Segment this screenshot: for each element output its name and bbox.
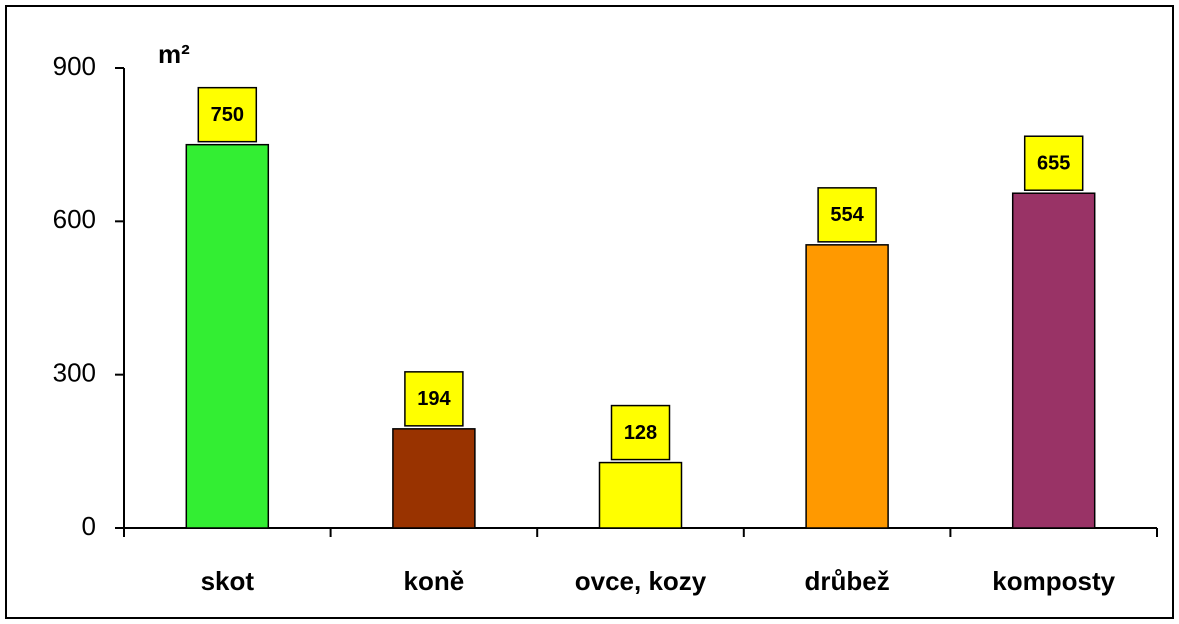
- value-label: 554: [830, 204, 864, 226]
- x-tick-label: koně: [404, 566, 465, 596]
- bar: [185, 143, 270, 529]
- y-tick-label: 600: [53, 204, 96, 234]
- value-label: 194: [417, 388, 451, 410]
- value-label: 128: [624, 422, 657, 444]
- value-label-box: [610, 404, 671, 461]
- value-label-box: [404, 371, 464, 427]
- y-tick-label: 900: [53, 51, 96, 81]
- bar: [805, 244, 889, 529]
- value-label: 655: [1037, 153, 1070, 175]
- y-axis-label: m²: [158, 39, 190, 69]
- x-tick-label: ovce, kozy: [575, 566, 707, 596]
- y-tick-label: 0: [82, 511, 96, 541]
- x-tick-label: skot: [201, 566, 255, 596]
- bar: [1011, 192, 1096, 529]
- value-label-box: [197, 86, 258, 143]
- x-tick-label: drůbež: [804, 566, 889, 596]
- y-tick-label: 300: [53, 358, 96, 388]
- bar: [392, 428, 476, 529]
- chart-frame: [5, 5, 1174, 619]
- value-label: 750: [211, 104, 244, 126]
- value-label-box: [1023, 135, 1084, 191]
- x-tick-label: komposty: [992, 566, 1115, 596]
- value-label-box: [817, 187, 877, 243]
- bar: [598, 461, 683, 529]
